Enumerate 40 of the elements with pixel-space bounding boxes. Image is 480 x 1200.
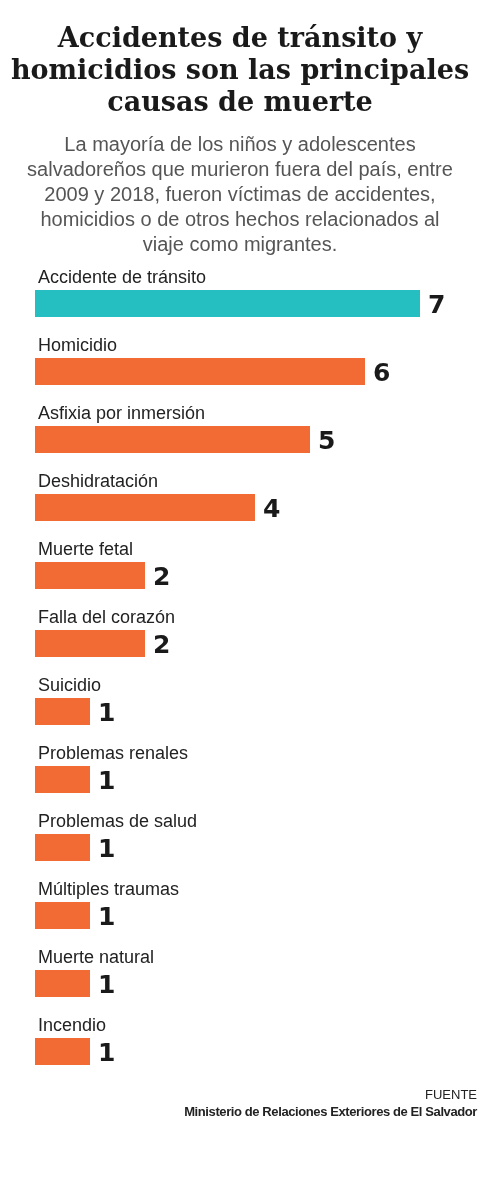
bar: [35, 358, 365, 385]
bar: [35, 290, 420, 317]
y-tick-label: Problemas de salud: [38, 811, 198, 831]
bar: [35, 834, 90, 861]
bar: [35, 970, 90, 997]
data-label: 4: [263, 494, 281, 523]
chart-subtitle: La mayoría de los niños y adolescentes salvadoreños que murieron fuera del país, entre 2009 y 2018, fueron víctimas de accidentes, homicidios o de otros hechos relacionados al viaje como migrantes.: [26, 132, 454, 257]
bar: [35, 630, 145, 657]
data-label: 1: [98, 834, 116, 863]
data-label: 1: [98, 902, 116, 931]
y-tick-label: Deshidratación: [38, 471, 159, 491]
bar: [35, 698, 90, 725]
data-label: 1: [98, 698, 116, 727]
y-tick-label: Accidente de tránsito: [38, 267, 207, 287]
y-tick-label: Muerte fetal: [38, 539, 134, 559]
bar: [35, 494, 255, 521]
bar: [35, 562, 145, 589]
text: FUENTE: [425, 1087, 478, 1102]
data-label: 2: [153, 630, 171, 659]
y-tick-label: Incendio: [38, 1015, 107, 1035]
y-tick-label: Homicidio: [38, 335, 118, 355]
data-label: 2: [153, 562, 171, 591]
y-tick-label: Falla del corazón: [38, 607, 176, 627]
data-label: 7: [428, 290, 446, 319]
y-tick-label: Suicidio: [38, 675, 102, 695]
data-label: 6: [373, 358, 391, 387]
y-tick-label: Problemas renales: [38, 743, 189, 763]
chart-title: Accidentes de tránsito y homicidios son las principales causas de muerte: [9, 22, 471, 118]
bar: [35, 426, 310, 453]
data-label: 1: [98, 970, 116, 999]
bar: [35, 902, 90, 929]
data-label: 5: [318, 426, 336, 455]
data-label: 1: [98, 766, 116, 795]
data-label: 1: [98, 1038, 116, 1067]
text: Ministerio de Relaciones Exteriores de El Salvador: [184, 1104, 478, 1119]
y-tick-label: Asfixia por inmersión: [38, 403, 206, 423]
y-tick-label: Muerte natural: [38, 947, 155, 967]
bar: [35, 1038, 90, 1065]
y-tick-label: Múltiples traumas: [38, 879, 180, 899]
bar: [35, 766, 90, 793]
